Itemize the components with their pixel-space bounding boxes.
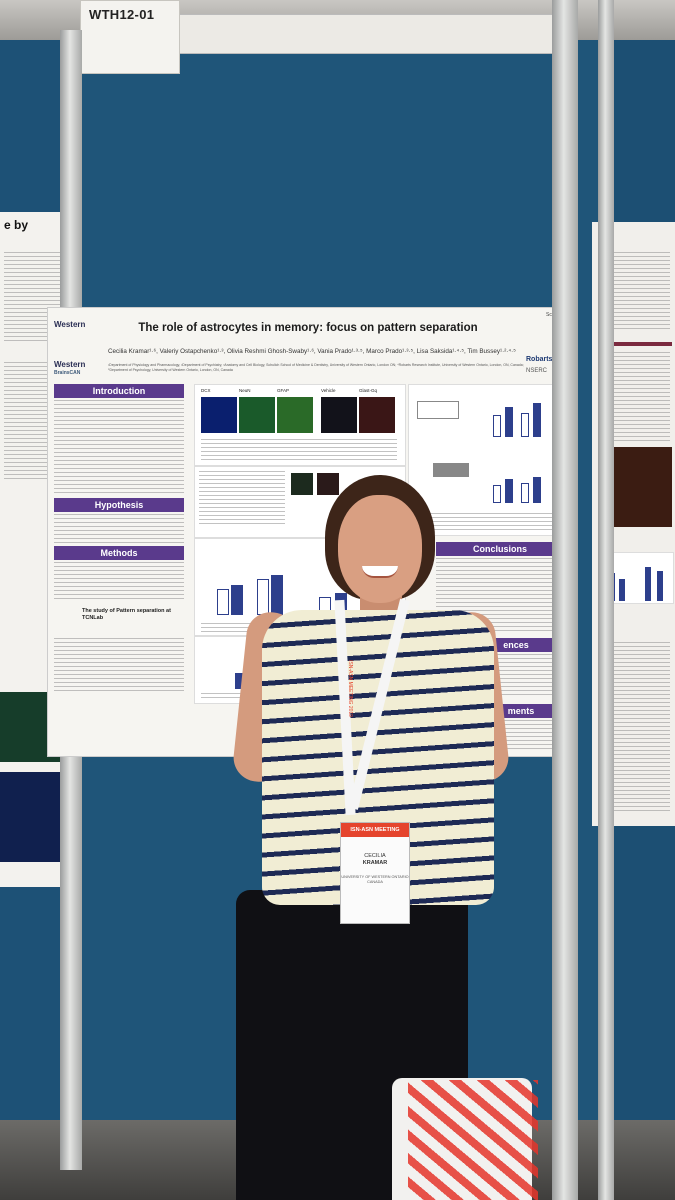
section-conclusions: Conclusions — [436, 542, 564, 556]
label-dcx: DCX — [201, 388, 211, 393]
board-header-strip — [175, 14, 559, 54]
badge-last-name: KRAMAR — [362, 860, 388, 866]
poster-affiliations: ¹Department of Physiology and Pharmacolo… — [108, 363, 524, 372]
board-id-card: WTH12-01 — [80, 0, 180, 74]
poster-authors: Cecilia Kramar¹·⁶, Valeriy Ostapchenko¹·… — [108, 348, 516, 355]
micrograph-dcx — [201, 397, 237, 433]
blot-diagram — [417, 401, 459, 419]
methods-subtitle: The study of Pattern separation at TCNLa… — [82, 608, 171, 621]
poster-title: The role of astrocytes in memory: focus … — [138, 322, 478, 334]
micrograph-calcium — [291, 473, 313, 495]
western-logo-2: Western — [54, 360, 86, 369]
badge-affiliation: UNIVERSITY OF WESTERN ONTARIO CANADA — [341, 875, 409, 885]
figure-caption-2 — [415, 513, 563, 531]
side-poster-left-micrograph-2 — [0, 772, 70, 862]
badge-event: ISN-ASN MEETING — [341, 823, 409, 837]
badge-name: CECILIA KRAMAR — [341, 853, 409, 867]
methods-text-2 — [54, 638, 184, 694]
micrograph-glast-gq — [359, 397, 395, 433]
badge-university: UNIVERSITY OF WESTERN ONTARIO — [341, 875, 409, 879]
figure-caption — [201, 439, 397, 461]
micrograph-calcium-2 — [317, 473, 339, 495]
blot-image — [433, 463, 469, 477]
tote-bag-straps — [408, 1080, 538, 1200]
section-introduction: Introduction — [54, 384, 184, 398]
smile — [362, 566, 398, 578]
figure-immunofluorescence: DCX NeuN GFAP Vehicle Glast-Gq — [194, 384, 406, 466]
hypothesis-text — [54, 514, 184, 544]
nserc-logo: NSERC — [526, 368, 548, 374]
label-gfap: GFAP — [277, 388, 290, 393]
figure-caption-3 — [199, 471, 285, 527]
support-pole-right — [598, 0, 614, 1200]
section-hypothesis: Hypothesis — [54, 498, 184, 512]
name-badge: ISN-ASN MEETING CECILIA KRAMAR UNIVERSIT… — [340, 822, 410, 924]
brainscan-logo: BrainsCAN — [54, 370, 81, 376]
micrograph-neun — [239, 397, 275, 433]
label-glast-gq: Glast-Gq — [359, 388, 378, 393]
label-neun: NeuN — [239, 388, 251, 393]
support-pole-middle — [552, 0, 578, 1200]
section-methods: Methods — [54, 546, 184, 560]
robarts-logo: Robarts — [526, 356, 553, 363]
micrograph-vehicle — [321, 397, 357, 433]
lanyard-print: ISN-ASN MEETING 2019 — [347, 660, 353, 800]
side-poster-right-divider — [602, 342, 672, 346]
micrograph-gfap — [277, 397, 313, 433]
figure-western-blot — [408, 384, 570, 536]
badge-first-name: CECILIA — [364, 853, 386, 859]
introduction-text — [54, 400, 184, 496]
face — [338, 495, 422, 603]
lanyard-text: ISN-ASN MEETING 2019 — [347, 660, 353, 717]
board-id: WTH12-01 — [89, 7, 155, 22]
western-logo: Western — [54, 320, 86, 329]
badge-country: CANADA — [367, 880, 383, 884]
side-poster-left-title: e by — [4, 218, 29, 232]
label-vehicle: Vehicle — [321, 388, 336, 393]
methods-text — [54, 562, 184, 602]
